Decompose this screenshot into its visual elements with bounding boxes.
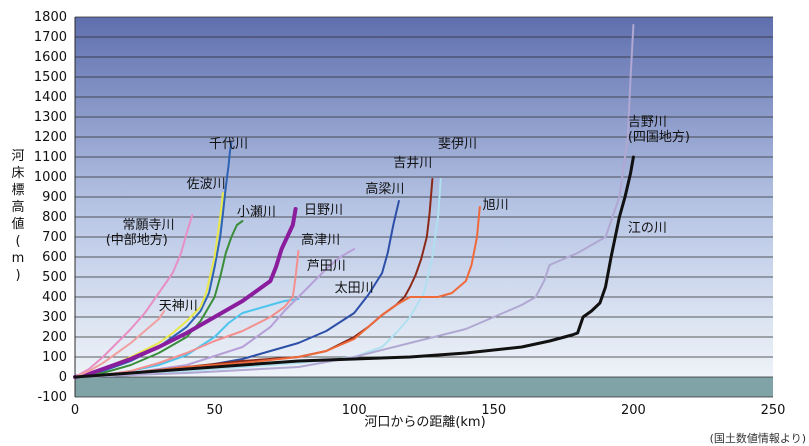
series-label: 日野川	[304, 203, 343, 218]
x-tick-labels: 0 50 100 150 200 250	[71, 403, 786, 418]
y-tick-label: 1200	[34, 130, 67, 145]
series-line	[74, 220, 244, 378]
series-label: 芦田川	[307, 259, 346, 274]
y-tick-label: 700	[42, 230, 67, 245]
series-label: 佐波川	[187, 177, 226, 192]
y-tick-label: 400	[42, 290, 67, 305]
series-label: 江の川	[628, 221, 667, 236]
series-label: 高梁川	[365, 181, 404, 197]
series-label: 吉野川	[628, 115, 667, 130]
series-label: (四国地方)	[628, 129, 690, 145]
series-label: 小瀬川	[237, 205, 276, 220]
series-label: 千代川	[209, 137, 248, 152]
series-line	[74, 248, 356, 378]
series-label: 常願寺川	[122, 218, 174, 233]
y-tick-labels: -100 0 100 200 300 400 500 600 700 800 900 1000 1100…	[34, 10, 67, 405]
y-tick-label: 300	[42, 310, 67, 325]
y-tick-label: 600	[42, 250, 67, 265]
y-tick-label: 1800	[34, 10, 67, 25]
series-line	[74, 310, 166, 378]
y-axis-label: 河床標高値(m)	[11, 149, 24, 283]
y-tick-label: 1500	[34, 70, 67, 85]
series-line	[74, 178, 442, 378]
y-tick-label: -100	[37, 390, 67, 405]
y-tick-label: 1300	[34, 110, 67, 125]
y-tick-label: 1600	[34, 50, 67, 65]
series-label: (中部地方)	[106, 232, 168, 248]
series-line	[74, 214, 194, 378]
y-tick-label: 1700	[34, 30, 67, 45]
grid-lines	[74, 16, 773, 398]
source-note: (国土数値情報より)	[710, 432, 806, 445]
x-tick-label: 100	[342, 403, 367, 418]
series-line	[73, 207, 298, 379]
y-tick-label: 0	[59, 370, 67, 385]
x-tick-label: 50	[206, 403, 223, 418]
series-line	[74, 206, 481, 378]
y-tick-label: 500	[42, 270, 67, 285]
x-axis-label: 河口からの距離(km)	[364, 415, 485, 430]
below-zero-band	[75, 377, 773, 397]
y-tick-label: 900	[42, 190, 67, 205]
y-tick-label: 1100	[34, 150, 67, 165]
series-label: 天神川	[159, 299, 198, 314]
series-label: 斐伊川	[438, 137, 477, 152]
y-tick-label: 100	[42, 350, 67, 365]
y-tick-label: 800	[42, 210, 67, 225]
series-group	[73, 24, 635, 379]
y-tick-label: 1400	[34, 90, 67, 105]
series-label: 太田川	[335, 281, 374, 296]
x-tick-label: 250	[761, 403, 786, 418]
x-tick-label: 150	[481, 403, 506, 418]
x-tick-label: 200	[621, 403, 646, 418]
y-tick-label: 1000	[34, 170, 67, 185]
x-tick-label: 0	[71, 403, 79, 418]
series-line	[73, 155, 635, 379]
series-label: 高津川	[301, 232, 340, 248]
y-tick-label: 200	[42, 330, 67, 345]
series-label: 旭川	[483, 198, 509, 213]
series-label: 吉井川	[393, 156, 432, 171]
series-line	[74, 250, 300, 378]
